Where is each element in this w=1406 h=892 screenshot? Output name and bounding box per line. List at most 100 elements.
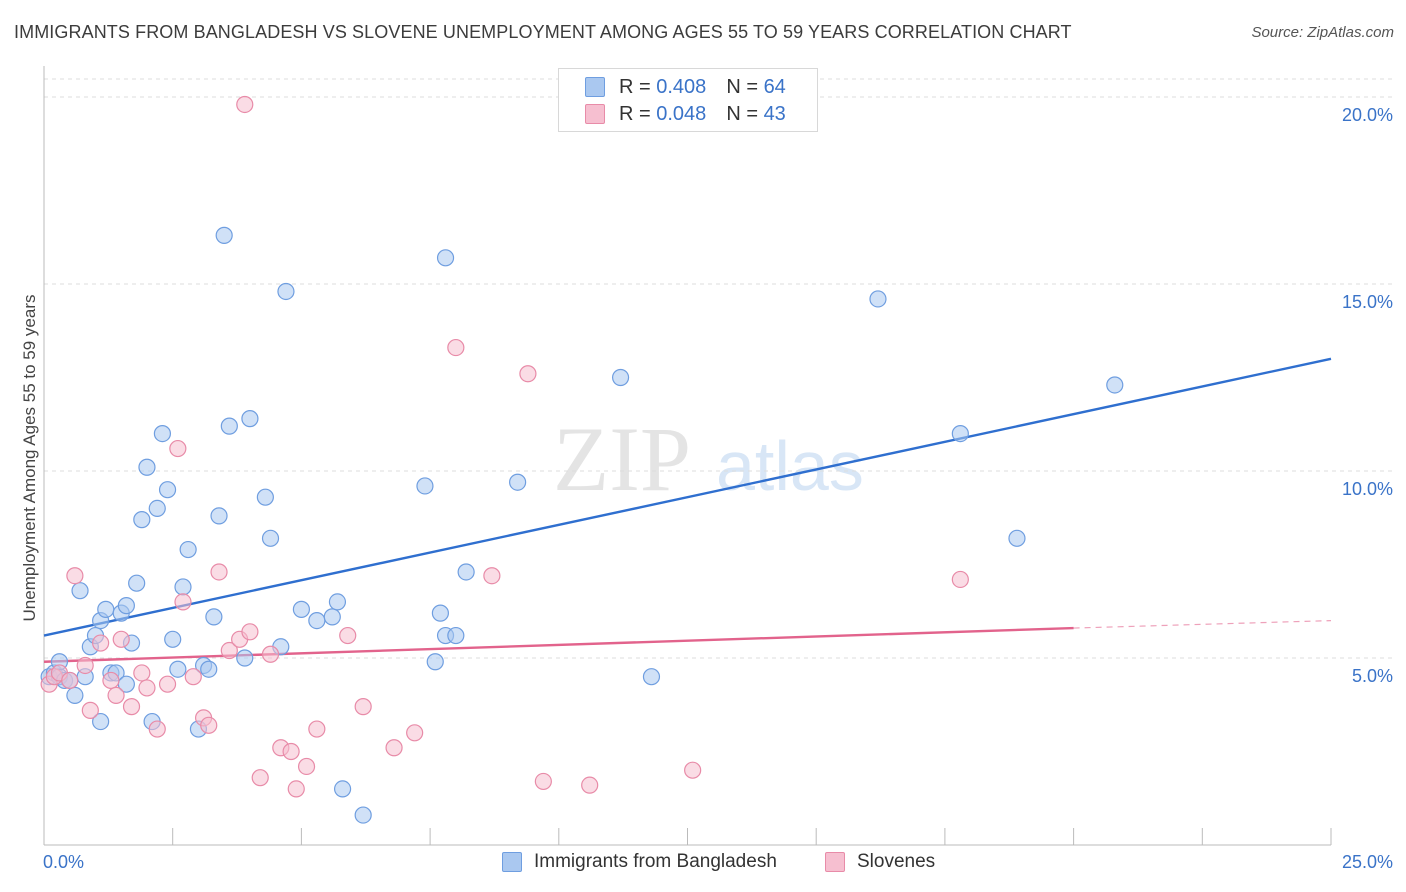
slovenes-point (122, 698, 141, 716)
legend-swatch-pink (825, 852, 845, 872)
legend-n-label: N = (726, 102, 758, 125)
bangladesh-point (611, 368, 630, 387)
legend-row-slovenes: R = 0.048 N = 43 (585, 102, 786, 126)
bangladesh-point (416, 477, 434, 495)
bangladesh-point (220, 417, 238, 435)
slovenes-point (297, 757, 316, 776)
bangladesh-point (236, 649, 254, 667)
slovenes-point (200, 716, 218, 734)
bangladesh-point (869, 290, 887, 308)
slovenes-point (406, 724, 424, 742)
legend-item-bangladesh[interactable]: Immigrants from Bangladesh (502, 851, 777, 873)
bangladesh-point (436, 249, 455, 267)
slovenes-point (210, 563, 228, 581)
bangladesh-point (256, 488, 274, 506)
slovenes-point (81, 701, 99, 719)
slovenes-point (385, 739, 403, 757)
slovenes-point (148, 720, 166, 738)
bangladesh-point (71, 582, 89, 600)
slovenes-point (287, 780, 305, 798)
slovenes-point (133, 664, 151, 682)
series-legend: Immigrants from Bangladesh Slovenes (0, 851, 1406, 877)
slovenes-point (951, 570, 969, 589)
bangladesh-point (1106, 376, 1124, 394)
slovenes-point (519, 365, 537, 383)
slovenes-point (174, 593, 192, 611)
bangladesh-point (241, 410, 259, 428)
bangladesh-point (153, 425, 172, 443)
legend-swatch-blue (502, 852, 522, 872)
legend-n-label: N = (726, 75, 758, 98)
bangladesh-point (117, 597, 135, 615)
slovenes-point (102, 671, 120, 690)
legend-swatch-pink (585, 104, 605, 124)
slovenes-point (169, 439, 187, 458)
legend-item-slovenes[interactable]: Slovenes (825, 851, 935, 873)
slovenes-point (581, 776, 599, 794)
bangladesh-point (261, 529, 280, 547)
slovenes-point (684, 761, 702, 779)
slovenes-point (76, 656, 94, 675)
legend-swatch-blue (585, 77, 605, 97)
slovenes-point (354, 698, 372, 716)
legend-r-value: 0.048 (656, 102, 707, 125)
y-tick-label: 5.0% (1351, 666, 1393, 686)
trend-line-slovenes (43, 626, 1074, 663)
bangladesh-point (431, 604, 449, 622)
legend-r-label: R = (619, 102, 651, 125)
watermark: ZIP atlas (553, 408, 864, 510)
bangladesh-point (128, 574, 146, 592)
bangladesh-point (92, 712, 110, 731)
bangladesh-point (426, 653, 444, 671)
bangladesh-point (179, 540, 197, 559)
legend-n-value: 43 (763, 102, 786, 125)
y-tick-label: 20.0% (1341, 105, 1393, 125)
bangladesh-point (1008, 529, 1026, 547)
bangladesh-point (148, 499, 166, 517)
trend-line-bangladesh (43, 357, 1332, 637)
chart-title: IMMIGRANTS FROM BANGLADESH VS SLOVENE UN… (14, 22, 1072, 42)
bangladesh-point (158, 481, 177, 499)
slovenes-point (138, 679, 156, 697)
bangladesh-point (215, 226, 233, 244)
watermark-zip: ZIP (553, 408, 691, 510)
y-tick-label: 10.0% (1341, 479, 1393, 499)
bangladesh-point (308, 611, 326, 630)
bangladesh-point (97, 600, 115, 618)
bangladesh-point (210, 507, 228, 525)
slovenes-point (282, 742, 300, 761)
bangladesh-point (642, 668, 661, 686)
bangladesh-point (133, 511, 151, 529)
axes (43, 66, 1332, 846)
bangladesh-point (333, 780, 352, 798)
bangladesh-point (174, 578, 192, 596)
bangladesh-point (509, 473, 527, 491)
bangladesh-point (457, 563, 475, 581)
bangladesh-point (951, 425, 969, 443)
slovenes-point (220, 641, 238, 660)
slovenes-point (184, 668, 202, 686)
slovenes-point (447, 338, 465, 357)
bangladesh-point (200, 660, 218, 678)
bangladesh-point (277, 282, 295, 301)
slovenes-point (236, 95, 254, 114)
slovenes-point (339, 626, 357, 645)
bangladesh-point (323, 608, 341, 626)
y-tick-label: 15.0% (1341, 292, 1393, 312)
slovenes-point (251, 769, 269, 787)
slovenes-point (92, 634, 110, 652)
slovenes-point (261, 645, 280, 663)
legend-row-bangladesh: R = 0.408 N = 64 (585, 75, 786, 99)
slovenes-point (66, 567, 84, 585)
legend-r-value: 0.408 (656, 75, 707, 98)
slovenes-point (534, 772, 552, 791)
y-axis-label: Unemployment Among Ages 55 to 59 years (20, 294, 39, 622)
bangladesh-point (328, 593, 347, 611)
slovenes-point (107, 686, 125, 705)
slovenes-point (308, 720, 326, 738)
bangladesh-point (164, 630, 182, 648)
data-points (40, 95, 1124, 824)
legend-label-slovenes: Slovenes (857, 851, 936, 872)
x-tick-label-max: 25.0% (1341, 852, 1393, 872)
